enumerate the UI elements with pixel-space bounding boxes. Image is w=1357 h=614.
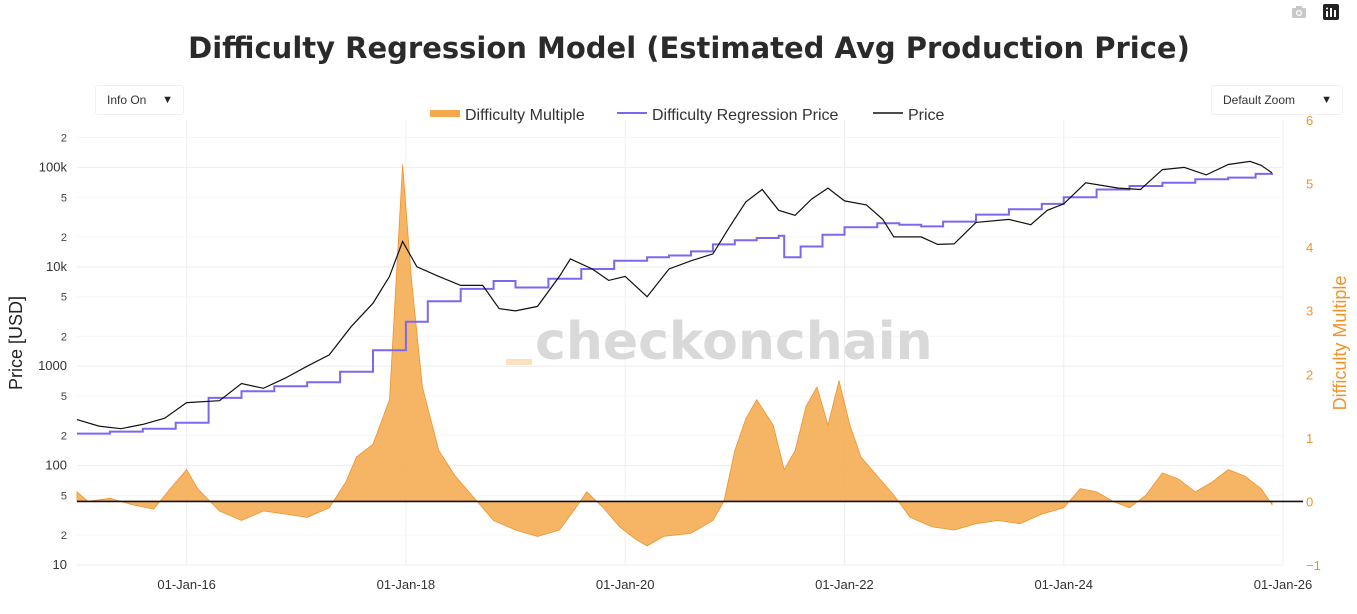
x-tick-label: 01-Jan-22 [815,577,874,592]
axes: 01-Jan-16 01-Jan-18 01-Jan-20 01-Jan-22 01-J… [38,113,1321,592]
legend-item-regression-price[interactable]: Difficulty Regression Price [617,107,839,124]
y-tick-label-minor: 5 [61,192,67,204]
zoom-label: Default Zoom [1223,93,1296,107]
y-tick-label-minor: 5 [61,292,67,304]
y-tick-label-minor: 2 [61,431,67,443]
y-tick-label-minor: 2 [61,530,67,542]
y-tick-label-minor: 2 [61,133,67,145]
y-tick-label-minor: 2 [61,232,67,244]
y-tick-label: 10k [46,259,67,274]
y2-tick-label: 3 [1306,304,1313,319]
y2-tick-label: 0 [1306,494,1313,509]
info-toggle-label: Info On [107,93,147,107]
watermark-underscore [506,359,532,365]
legend-label-price: Price [908,107,945,124]
difficulty-multiple-area[interactable] [76,164,1273,547]
zoom-dropdown[interactable]: Default Zoom ▼ [1211,85,1343,115]
y-tick-label-minor: 5 [61,391,67,403]
legend-swatch-difficulty-multiple [430,110,460,117]
plot-area[interactable] [76,160,1303,547]
chart-title: Difficulty Regression Model (Estimated A… [188,31,1190,65]
legend-item-difficulty-multiple[interactable]: Difficulty Multiple [430,107,585,124]
y-tick-label: 100k [39,159,68,174]
info-toggle-dropdown[interactable]: Info On ▼ [95,85,184,115]
y2-tick-label: 6 [1306,113,1313,128]
plotly-logo-icon[interactable] [1323,4,1339,20]
y-tick-label: 100 [45,458,67,473]
watermark: checkonchain [506,312,933,372]
chevron-down-icon: ▼ [1321,94,1332,106]
y2-tick-label: 1 [1306,431,1313,446]
y-tick-label: 1000 [38,358,67,373]
y-tick-label-minor: 5 [61,491,67,503]
y2-tick-label: −1 [1306,558,1321,573]
legend-item-price[interactable]: Price [873,107,945,124]
camera-icon[interactable] [1291,4,1307,20]
x-tick-label: 01-Jan-18 [377,577,436,592]
grid [77,120,1284,566]
y-tick-label-minor: 2 [61,331,67,343]
legend-label-regression-price: Difficulty Regression Price [652,107,839,124]
watermark-text: checkonchain [535,312,933,372]
y-tick-label: 10 [53,557,67,572]
y2-tick-label: 2 [1306,367,1313,382]
regression-price-line[interactable] [77,172,1273,435]
y2-tick-label: 5 [1306,177,1313,192]
price-line[interactable] [76,160,1273,430]
x-tick-label: 01-Jan-20 [596,577,655,592]
x-tick-label: 01-Jan-24 [1034,577,1093,592]
chevron-down-icon: ▼ [162,94,173,106]
y2-axis-title: Difficulty Multiple [1330,276,1350,411]
y2-tick-label: 4 [1306,240,1313,255]
y-axis-title: Price [USD] [6,296,26,390]
legend-label-difficulty-multiple: Difficulty Multiple [465,107,585,124]
x-tick-label: 01-Jan-26 [1254,577,1313,592]
x-tick-label: 01-Jan-16 [157,577,216,592]
legend: Difficulty Multiple Difficulty Regressio… [430,107,945,124]
